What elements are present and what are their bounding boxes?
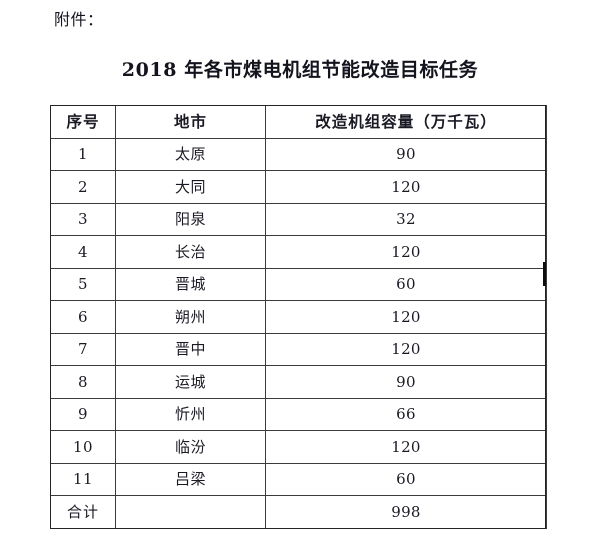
- table-row: 11 吕梁 60: [50, 462, 547, 496]
- cell-amount: 120: [265, 170, 547, 204]
- cell-city: 吕梁: [115, 462, 266, 496]
- column-header-city: 地市: [115, 105, 266, 139]
- cell-amount: 90: [265, 365, 547, 399]
- cell-city: 大同: [115, 170, 266, 204]
- table-row: 10 临汾 120: [50, 430, 547, 464]
- cell-city: 临汾: [115, 430, 266, 464]
- cell-total-label: 合计: [50, 495, 116, 529]
- column-header-amount: 改造机组容量（万千瓦）: [265, 105, 547, 139]
- cell-city: 晋中: [115, 332, 266, 366]
- page-edge-mark: [543, 262, 546, 286]
- table-body: 1 太原 90 2 大同 120 3 阳泉 32 4 长治 120 5 晋城: [50, 137, 547, 529]
- cell-index: 4: [50, 235, 116, 269]
- cell-index: 1: [50, 137, 116, 171]
- cell-city: 运城: [115, 365, 266, 399]
- table-total-row: 合计 998: [50, 495, 547, 529]
- table-row: 6 朔州 120: [50, 300, 547, 334]
- table-row: 1 太原 90: [50, 137, 547, 171]
- table-header: 序号 地市 改造机组容量（万千瓦）: [50, 105, 547, 139]
- cell-amount: 120: [265, 430, 547, 464]
- table-row: 4 长治 120: [50, 235, 547, 269]
- attachment-label: 附件：: [54, 10, 104, 29]
- table-row: 7 晋中 120: [50, 332, 547, 366]
- cell-index: 8: [50, 365, 116, 399]
- cell-city: 太原: [115, 137, 266, 171]
- cell-index: 10: [50, 430, 116, 464]
- cell-total-amount: 998: [265, 495, 547, 529]
- cell-amount: 32: [265, 202, 547, 236]
- column-header-index: 序号: [50, 105, 116, 139]
- cell-city: 阳泉: [115, 202, 266, 236]
- cell-index: 9: [50, 397, 116, 431]
- cell-amount: 60: [265, 462, 547, 496]
- cell-city: 晋城: [115, 267, 266, 301]
- table-header-row: 序号 地市 改造机组容量（万千瓦）: [50, 105, 547, 139]
- cell-city: 长治: [115, 235, 266, 269]
- page-title: 2018 年各市煤电机组节能改造目标任务: [121, 59, 479, 81]
- cell-amount: 66: [265, 397, 547, 431]
- cell-index: 7: [50, 332, 116, 366]
- table-row: 5 晋城 60: [50, 267, 547, 301]
- cell-index: 11: [50, 462, 116, 496]
- cell-amount: 120: [265, 235, 547, 269]
- cell-amount: 60: [265, 267, 547, 301]
- cell-amount: 120: [265, 300, 547, 334]
- table-row: 8 运城 90: [50, 365, 547, 399]
- cell-amount: 90: [265, 137, 547, 171]
- cell-amount: 120: [265, 332, 547, 366]
- table-row: 2 大同 120: [50, 170, 547, 204]
- data-table: 序号 地市 改造机组容量（万千瓦） 1 太原 90 2 大同 120 3 阳泉 …: [50, 105, 547, 529]
- cell-city: 忻州: [115, 397, 266, 431]
- cell-index: 3: [50, 202, 116, 236]
- cell-total-city: [115, 495, 266, 529]
- table-row: 3 阳泉 32: [50, 202, 547, 236]
- cell-index: 2: [50, 170, 116, 204]
- cell-city: 朔州: [115, 300, 266, 334]
- cell-index: 5: [50, 267, 116, 301]
- cell-index: 6: [50, 300, 116, 334]
- table-row: 9 忻州 66: [50, 397, 547, 431]
- data-table-container: 序号 地市 改造机组容量（万千瓦） 1 太原 90 2 大同 120 3 阳泉 …: [50, 105, 547, 529]
